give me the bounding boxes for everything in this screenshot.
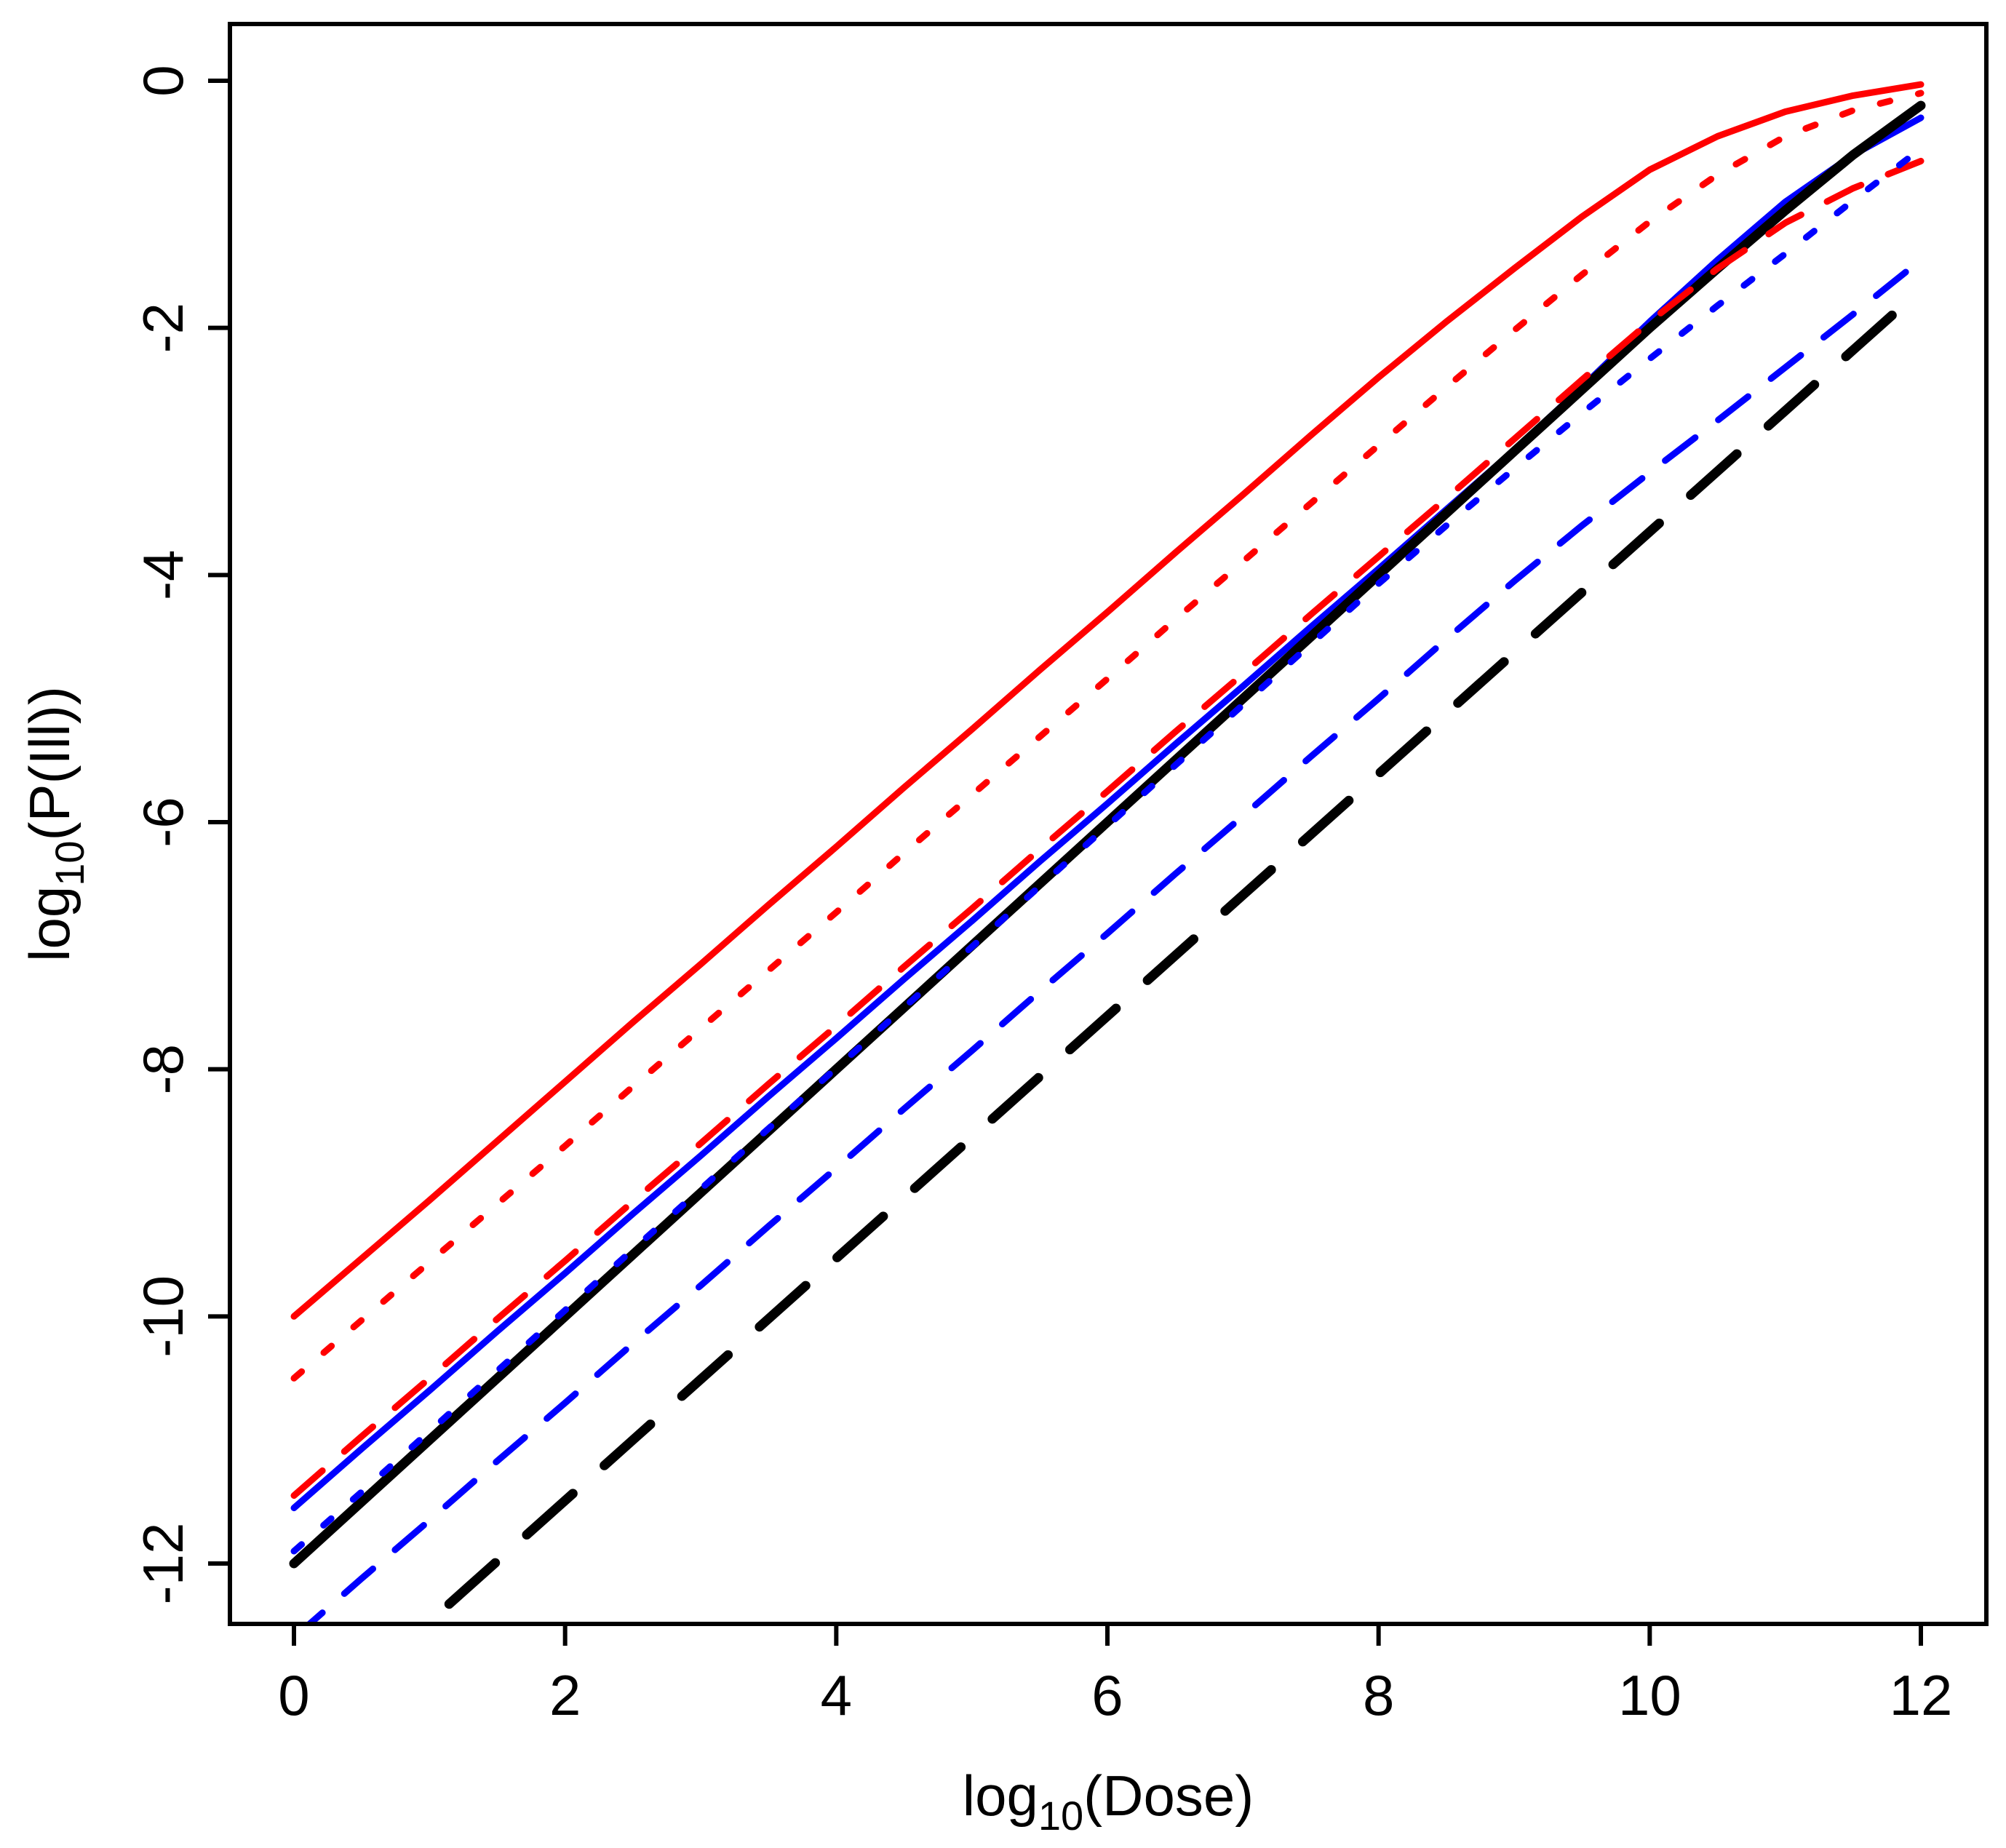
y-tick-label: -2	[131, 303, 195, 353]
x-tick-label: 0	[278, 1663, 309, 1727]
x-tick-label: 2	[549, 1663, 581, 1727]
series-black-solid	[289, 100, 1926, 1569]
series-black-dashed	[419, 284, 1926, 1624]
y-tick-label: -8	[131, 1044, 195, 1094]
x-tick-label: 6	[1091, 1663, 1123, 1727]
y-tick-label: -12	[131, 1523, 195, 1605]
y-tick-label: 0	[131, 65, 195, 96]
y-tick-label: -6	[131, 797, 195, 847]
x-axis-title: log10(Dose)	[963, 1764, 1254, 1839]
x-tick-label: 8	[1363, 1663, 1394, 1727]
y-tick-label: -4	[131, 550, 195, 600]
series-blue-dashed	[304, 256, 1925, 1624]
series-red-dashed	[290, 157, 1925, 1499]
series-red-dotted	[290, 89, 1925, 1382]
y-tick-label: -10	[131, 1275, 195, 1358]
y-axis-title: log10(P(Ill))	[17, 686, 92, 962]
series-red-solid	[290, 81, 1925, 1320]
x-tick-label: 12	[1890, 1663, 1953, 1727]
x-tick-label: 10	[1618, 1663, 1681, 1727]
series-blue-dotted	[290, 145, 1925, 1555]
x-tick-label: 4	[821, 1663, 852, 1727]
